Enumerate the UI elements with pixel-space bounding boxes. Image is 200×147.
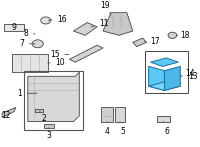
Circle shape <box>32 40 43 48</box>
Bar <box>101 107 113 122</box>
Polygon shape <box>73 23 97 35</box>
Bar <box>157 116 170 122</box>
Polygon shape <box>149 66 164 90</box>
Text: 8: 8 <box>23 29 35 38</box>
Polygon shape <box>151 58 178 66</box>
Polygon shape <box>103 13 133 35</box>
Text: 1: 1 <box>17 89 37 98</box>
Text: 13: 13 <box>188 72 198 81</box>
Polygon shape <box>149 82 180 90</box>
Text: 6: 6 <box>163 122 169 136</box>
Text: 2: 2 <box>40 111 46 123</box>
Polygon shape <box>164 66 180 90</box>
Polygon shape <box>28 72 79 122</box>
Text: 16: 16 <box>48 15 67 24</box>
Text: 17: 17 <box>145 37 160 46</box>
Circle shape <box>41 17 51 24</box>
Text: 4: 4 <box>105 122 109 136</box>
Text: 3: 3 <box>46 128 51 140</box>
Text: 15: 15 <box>50 50 69 59</box>
Text: 18: 18 <box>177 31 190 40</box>
Bar <box>24 71 83 130</box>
Polygon shape <box>133 38 147 47</box>
Polygon shape <box>2 107 16 117</box>
Bar <box>12 54 48 72</box>
Text: 10: 10 <box>48 58 65 67</box>
Bar <box>145 51 188 93</box>
Bar <box>115 107 125 122</box>
Circle shape <box>168 32 177 38</box>
Text: 7: 7 <box>19 39 35 48</box>
Bar <box>35 109 43 112</box>
Text: 11: 11 <box>91 20 109 29</box>
Text: 12: 12 <box>1 111 11 120</box>
Bar <box>4 24 24 31</box>
Bar <box>44 124 54 128</box>
Text: 9: 9 <box>12 23 16 32</box>
Text: 19: 19 <box>100 1 111 15</box>
Text: 14: 14 <box>180 69 195 78</box>
Polygon shape <box>69 45 103 62</box>
Text: 5: 5 <box>120 122 125 136</box>
